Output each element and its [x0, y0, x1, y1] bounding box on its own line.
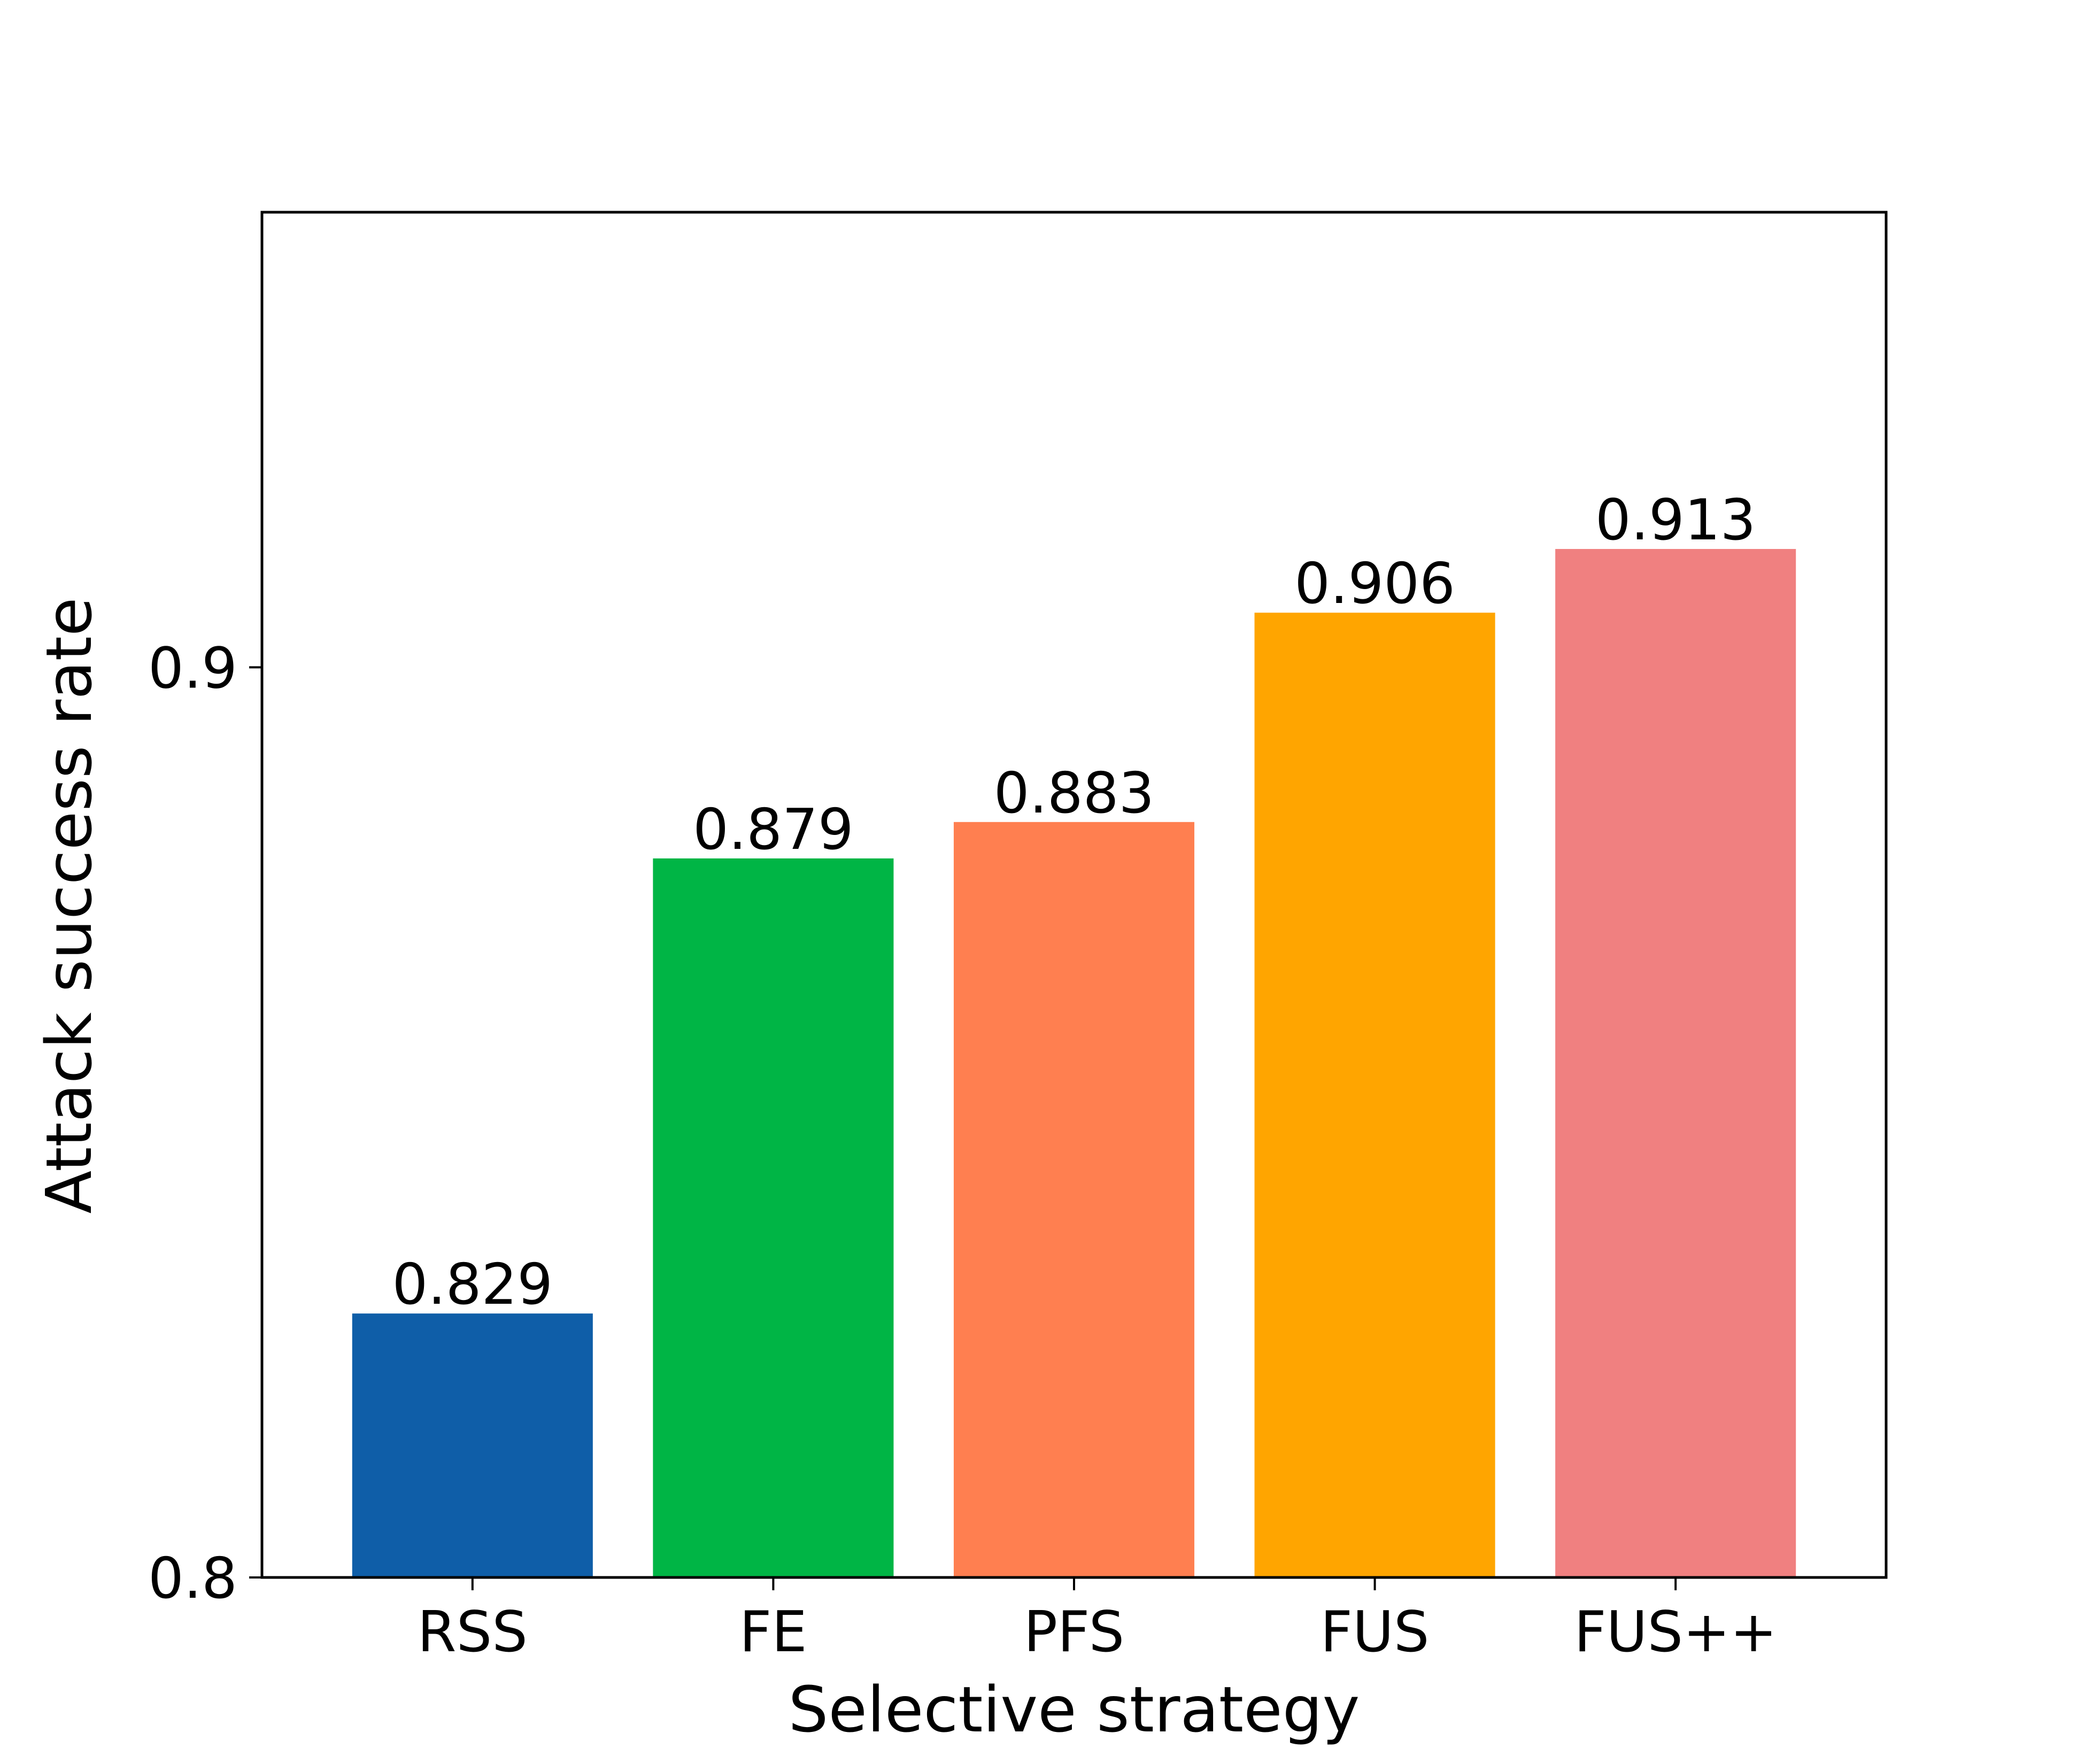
x-tick-label-fus: FUS [1320, 1599, 1430, 1665]
value-label-rss: 0.829 [392, 1252, 553, 1317]
x-tick-label-fusplusplus: FUS++ [1574, 1599, 1777, 1665]
y-axis-title: Attack success rate [32, 598, 106, 1214]
y-axis: 0.8 0.9 [148, 636, 262, 1611]
value-label-fusplusplus: 0.913 [1595, 488, 1756, 553]
value-label-fe: 0.879 [693, 797, 854, 862]
bar-pfs [953, 822, 1195, 1577]
x-tick-label-rss: RSS [418, 1599, 528, 1665]
bar-fe [653, 858, 894, 1577]
x-tick-label-pfs: PFS [1024, 1599, 1125, 1665]
bar-rss [352, 1313, 593, 1577]
y-tick-label-1: 0.9 [148, 636, 237, 701]
y-tick-label-0: 0.8 [148, 1546, 237, 1611]
value-labels-layer: 0.829 0.879 0.883 0.906 0.913 [392, 488, 1756, 1317]
x-axis-title: Selective strategy [789, 1673, 1360, 1746]
bars-layer [352, 548, 1796, 1577]
x-tick-label-fe: FE [739, 1599, 807, 1665]
bar-fus [1254, 613, 1495, 1577]
x-axis: RSS FE PFS FUS FUS++ [418, 1577, 1777, 1665]
value-label-pfs: 0.883 [994, 761, 1155, 826]
bar-fusplusplus [1555, 548, 1796, 1577]
value-label-fus: 0.906 [1294, 551, 1455, 616]
